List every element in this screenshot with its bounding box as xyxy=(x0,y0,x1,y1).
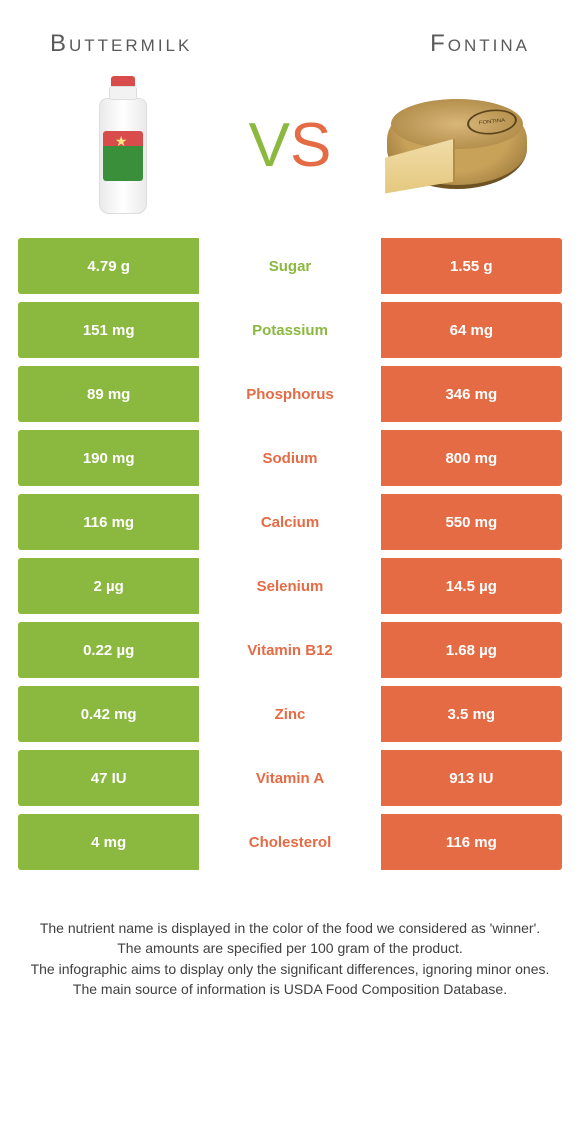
table-row: 0.22 µgVitamin B121.68 µg xyxy=(18,622,562,678)
table-row: 47 IUVitamin A913 IU xyxy=(18,750,562,806)
value-right: 14.5 µg xyxy=(381,558,562,614)
comparison-table: 4.79 gSugar1.55 g 151 mgPotassium64 mg 89 … xyxy=(0,238,580,870)
value-left: 2 µg xyxy=(18,558,199,614)
table-row: 2 µgSelenium14.5 µg xyxy=(18,558,562,614)
vs-label: VS xyxy=(249,110,332,181)
footer-notes: The nutrient name is displayed in the co… xyxy=(0,878,580,999)
table-row: 4.79 gSugar1.55 g xyxy=(18,238,562,294)
value-right: 64 mg xyxy=(381,302,562,358)
nutrient-label: Calcium xyxy=(199,494,380,550)
footer-line: The amounts are specified per 100 gram o… xyxy=(30,938,550,958)
value-left: 190 mg xyxy=(18,430,199,486)
header: Buttermilk Fontina xyxy=(0,0,580,68)
value-left: 89 mg xyxy=(18,366,199,422)
footer-line: The nutrient name is displayed in the co… xyxy=(30,918,550,938)
buttermilk-image: ★ xyxy=(43,71,203,221)
table-row: 4 mgCholesterol116 mg xyxy=(18,814,562,870)
value-left: 0.22 µg xyxy=(18,622,199,678)
table-row: 190 mgSodium800 mg xyxy=(18,430,562,486)
value-right: 550 mg xyxy=(381,494,562,550)
fontina-image: FONTINA xyxy=(377,71,537,221)
value-left: 4.79 g xyxy=(18,238,199,294)
value-right: 1.68 µg xyxy=(381,622,562,678)
footer-line: The main source of information is USDA F… xyxy=(30,979,550,999)
value-right: 800 mg xyxy=(381,430,562,486)
nutrient-label: Sodium xyxy=(199,430,380,486)
value-right: 346 mg xyxy=(381,366,562,422)
nutrient-label: Zinc xyxy=(199,686,380,742)
table-row: 89 mgPhosphorus346 mg xyxy=(18,366,562,422)
title-right: Fontina xyxy=(430,30,530,58)
footer-line: The infographic aims to display only the… xyxy=(30,959,550,979)
value-left: 116 mg xyxy=(18,494,199,550)
vs-v: V xyxy=(249,110,290,181)
value-left: 4 mg xyxy=(18,814,199,870)
nutrient-label: Selenium xyxy=(199,558,380,614)
value-left: 151 mg xyxy=(18,302,199,358)
value-left: 47 IU xyxy=(18,750,199,806)
images-row: ★ VS FONTINA xyxy=(0,68,580,238)
value-right: 1.55 g xyxy=(381,238,562,294)
value-right: 3.5 mg xyxy=(381,686,562,742)
title-left: Buttermilk xyxy=(50,30,192,58)
table-row: 151 mgPotassium64 mg xyxy=(18,302,562,358)
nutrient-label: Vitamin B12 xyxy=(199,622,380,678)
nutrient-label: Sugar xyxy=(199,238,380,294)
value-right: 913 IU xyxy=(381,750,562,806)
table-row: 116 mgCalcium550 mg xyxy=(18,494,562,550)
nutrient-label: Cholesterol xyxy=(199,814,380,870)
vs-s: S xyxy=(290,110,331,181)
nutrient-label: Vitamin A xyxy=(199,750,380,806)
nutrient-label: Potassium xyxy=(199,302,380,358)
nutrient-label: Phosphorus xyxy=(199,366,380,422)
table-row: 0.42 mgZinc3.5 mg xyxy=(18,686,562,742)
value-right: 116 mg xyxy=(381,814,562,870)
value-left: 0.42 mg xyxy=(18,686,199,742)
